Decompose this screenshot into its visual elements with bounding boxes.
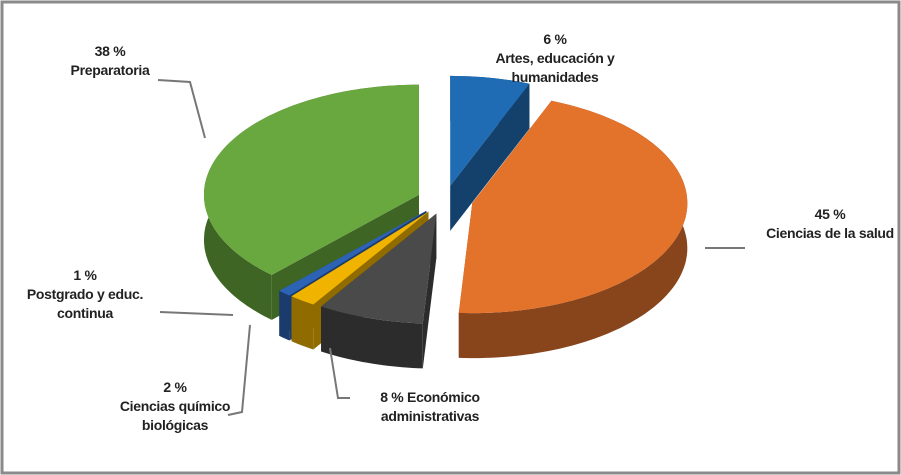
leader-lines xyxy=(157,79,745,416)
slice-label: 45 % Ciencias de la salud xyxy=(766,206,894,241)
slice-depth xyxy=(279,290,290,341)
slice-label: 6 % Artes, educación y humanidades xyxy=(495,31,615,85)
pie-slice xyxy=(204,84,419,275)
leader-line xyxy=(157,79,206,139)
leader-line xyxy=(159,311,234,316)
slice-depth xyxy=(291,296,314,350)
slice-label: 1 % Postgrado y educ. continua xyxy=(26,267,144,321)
pie-slice xyxy=(450,75,530,186)
slice-label: 2 % Ciencias químico biológicas xyxy=(119,379,231,433)
leader-line xyxy=(227,324,251,416)
pie-slice xyxy=(279,210,427,296)
slice-tops xyxy=(204,75,688,324)
slice-label: 38 % Preparatoria xyxy=(70,43,150,78)
pie-slice xyxy=(321,213,437,324)
slice-depth xyxy=(321,306,423,369)
pie-slice xyxy=(458,100,688,314)
leader-line xyxy=(329,347,350,399)
pie-slice xyxy=(291,211,429,305)
slice-label: 8 % Económico administrativas xyxy=(380,389,480,424)
